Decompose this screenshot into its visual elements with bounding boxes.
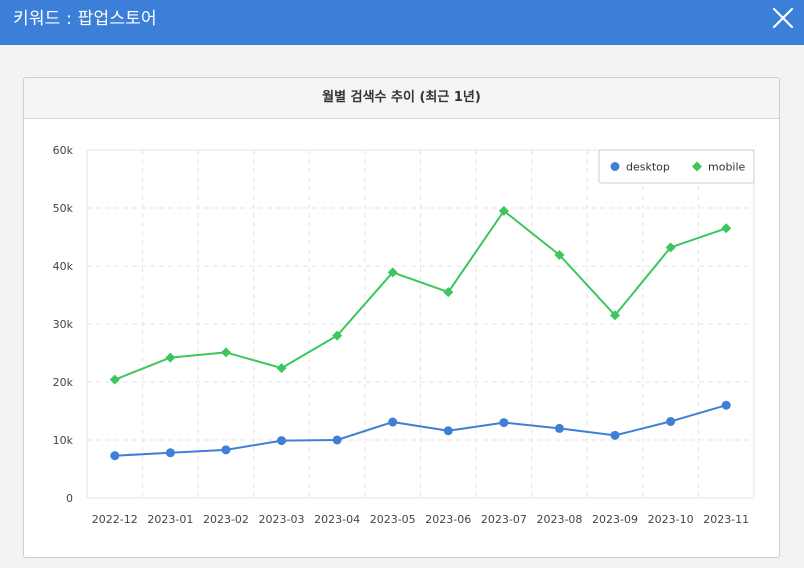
data-point-desktop bbox=[388, 417, 398, 427]
data-point-desktop bbox=[110, 451, 120, 461]
data-point-desktop bbox=[721, 400, 731, 410]
data-point-desktop bbox=[443, 426, 453, 436]
x-tick-label: 2023-02 bbox=[203, 513, 249, 526]
y-tick-label: 40k bbox=[53, 260, 74, 273]
data-point-mobile bbox=[109, 374, 120, 385]
data-point-mobile bbox=[554, 249, 565, 260]
modal-header: 키워드 : 팝업스토어 bbox=[0, 0, 804, 45]
modal-title: 키워드 : 팝업스토어 bbox=[13, 9, 157, 29]
x-tick-label: 2023-01 bbox=[147, 513, 193, 526]
data-point-mobile bbox=[220, 347, 231, 358]
legend-marker-mobile bbox=[692, 161, 702, 172]
y-tick-label: 30k bbox=[53, 318, 74, 331]
x-tick-label: 2023-09 bbox=[592, 513, 638, 526]
data-point-desktop bbox=[499, 418, 509, 428]
x-tick-label: 2023-11 bbox=[703, 513, 749, 526]
legend-label-desktop: desktop bbox=[626, 161, 670, 174]
line-chart: 0 10k 20k 30k 40k 50k 60k 2022-12 2023-01 2023-02… bbox=[53, 144, 755, 526]
chart-panel: 월별 검색수 추이 (최근 1년) 0 10k 20k 30k 40k 50k 60k 202… bbox=[23, 77, 780, 558]
data-point-mobile bbox=[498, 205, 509, 216]
x-tick-label: 2023-10 bbox=[648, 513, 694, 526]
data-point-desktop bbox=[221, 445, 231, 455]
data-point-desktop bbox=[332, 435, 342, 445]
data-point-mobile bbox=[165, 352, 176, 363]
x-tick-label: 2023-08 bbox=[536, 513, 582, 526]
legend-label-mobile: mobile bbox=[708, 161, 746, 174]
data-point-mobile bbox=[443, 287, 454, 298]
series-line-mobile bbox=[114, 209, 727, 381]
data-point-mobile bbox=[387, 267, 398, 278]
data-point-mobile bbox=[610, 310, 621, 321]
x-tick-label: 2023-03 bbox=[259, 513, 305, 526]
legend-box bbox=[598, 149, 755, 184]
x-tick-label: 2023-04 bbox=[314, 513, 360, 526]
y-tick-label: 0 bbox=[66, 492, 73, 505]
close-button[interactable] bbox=[770, 5, 796, 31]
data-point-desktop bbox=[554, 423, 564, 433]
x-tick-label: 2023-07 bbox=[481, 513, 527, 526]
data-point-desktop bbox=[666, 416, 676, 426]
series-line-desktop bbox=[114, 404, 727, 457]
data-point-mobile bbox=[332, 330, 343, 341]
y-tick-label: 10k bbox=[53, 434, 74, 447]
close-icon bbox=[772, 7, 794, 29]
data-point-mobile bbox=[665, 242, 676, 253]
chart-title: 월별 검색수 추이 (최근 1년) bbox=[322, 90, 481, 105]
x-tick-label: 2023-05 bbox=[370, 513, 416, 526]
data-point-desktop bbox=[610, 430, 620, 440]
y-tick-label: 50k bbox=[53, 202, 74, 215]
panel-header: 월별 검색수 추이 (최근 1년) bbox=[24, 78, 779, 119]
legend-marker-desktop bbox=[610, 162, 620, 171]
x-tick-label: 2022-12 bbox=[92, 513, 138, 526]
y-tick-label: 20k bbox=[53, 376, 74, 389]
data-point-desktop bbox=[277, 436, 287, 446]
x-tick-label: 2023-06 bbox=[425, 513, 471, 526]
data-point-mobile bbox=[276, 363, 287, 374]
data-point-mobile bbox=[721, 223, 732, 234]
y-tick-label: 60k bbox=[53, 144, 74, 157]
data-point-desktop bbox=[165, 448, 175, 458]
